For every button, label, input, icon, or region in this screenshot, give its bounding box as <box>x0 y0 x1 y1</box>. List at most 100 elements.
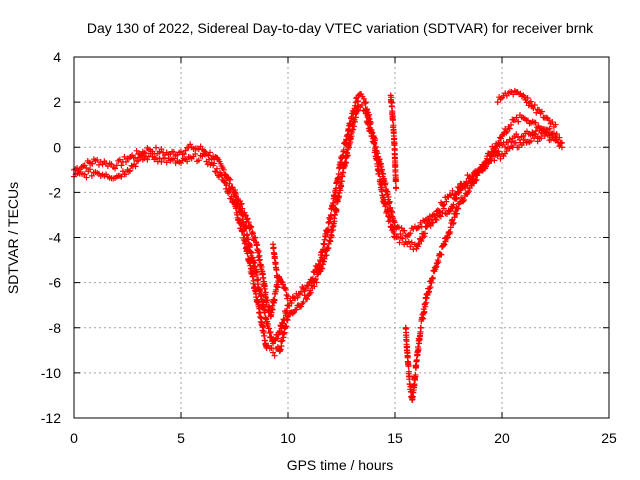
data-point-track-b <box>437 213 444 220</box>
data-point-track-g <box>270 244 277 251</box>
data-point-track-b <box>345 144 352 151</box>
data-point-track-b <box>455 190 462 197</box>
data-point-track-b <box>344 152 351 159</box>
data-point-track-b <box>239 228 246 235</box>
data-point-track-a <box>207 149 214 156</box>
data-point-track-c <box>548 130 555 137</box>
data-point-track-c <box>412 371 419 378</box>
y-tick-label: -12 <box>41 410 61 426</box>
data-point-track-b <box>405 238 412 245</box>
data-point-track-a <box>497 155 504 162</box>
data-point-track-a <box>255 276 262 283</box>
data-point-track-b <box>408 239 415 246</box>
data-point-track-a <box>118 162 125 169</box>
data-point-track-a <box>286 303 293 310</box>
data-point-track-b <box>328 232 335 239</box>
data-point-track-d <box>549 119 556 126</box>
data-point-track-b <box>516 136 523 143</box>
data-point-track-a <box>528 138 535 145</box>
data-point-track-b <box>304 295 311 302</box>
data-point-track-e <box>245 219 252 226</box>
data-point-track-a <box>360 95 367 102</box>
x-tick-label: 0 <box>70 430 78 446</box>
data-point-track-b <box>450 201 457 208</box>
data-point-track-b <box>312 275 319 282</box>
data-point-track-a <box>322 233 329 240</box>
data-point-track-b <box>202 151 209 158</box>
data-point-track-c <box>494 143 501 150</box>
data-point-track-c <box>545 129 552 136</box>
data-point-track-b <box>329 226 336 233</box>
data-point-track-a <box>197 143 204 150</box>
data-point-track-b <box>440 205 447 212</box>
data-point-track-a <box>355 97 362 104</box>
data-point-track-b <box>242 238 249 245</box>
data-point-track-b <box>364 114 371 121</box>
data-point-track-d <box>494 99 501 106</box>
data-point-track-b <box>184 158 191 165</box>
data-point-track-b <box>351 123 358 130</box>
data-point-track-c <box>465 188 472 195</box>
y-axis-title: SDTVAR / TECUs <box>5 182 21 294</box>
data-point-track-b <box>279 337 286 344</box>
data-point-track-b <box>421 233 428 240</box>
data-point-track-a <box>227 176 234 183</box>
data-point-track-b <box>319 265 326 272</box>
data-point-track-d <box>533 109 540 116</box>
data-point-track-b <box>331 218 338 225</box>
data-point-track-e <box>285 293 291 300</box>
data-points <box>71 87 565 403</box>
axis-ticks <box>73 56 610 419</box>
data-point-track-e <box>248 223 255 230</box>
data-point-track-e <box>261 282 268 289</box>
data-point-track-b <box>147 150 154 157</box>
data-point-track-c <box>423 299 430 306</box>
data-point-track-c <box>460 198 467 205</box>
data-point-track-e <box>249 230 256 237</box>
data-point-track-b <box>223 182 230 189</box>
data-point-track-a <box>382 180 389 187</box>
data-point-track-b <box>351 118 358 125</box>
data-point-track-b <box>213 168 220 175</box>
data-point-track-e <box>283 291 290 298</box>
data-point-track-b <box>508 138 515 145</box>
data-point-track-b <box>153 154 160 161</box>
data-point-track-c <box>411 382 418 389</box>
data-point-track-c <box>513 114 520 121</box>
data-point-track-f <box>393 184 400 191</box>
data-point-track-c <box>496 140 503 147</box>
data-point-track-a <box>420 217 427 224</box>
data-point-track-e <box>232 193 239 200</box>
data-point-track-c <box>451 214 458 221</box>
data-point-track-b <box>553 131 560 138</box>
data-point-track-e <box>244 215 251 222</box>
data-point-track-b <box>258 315 265 322</box>
data-point-track-a <box>515 144 522 151</box>
data-point-track-a <box>271 337 278 344</box>
data-point-track-a <box>299 284 306 291</box>
data-point-track-b <box>87 166 94 173</box>
data-point-track-b <box>427 222 434 229</box>
data-point-track-b <box>289 310 296 317</box>
data-point-track-b <box>365 118 372 125</box>
data-point-track-b <box>119 168 126 175</box>
data-point-track-a <box>362 99 369 106</box>
data-point-track-a <box>133 147 140 154</box>
data-point-track-e <box>232 189 239 196</box>
data-point-track-b <box>300 298 307 305</box>
data-point-track-a <box>285 302 291 309</box>
data-point-track-b <box>534 133 541 140</box>
data-point-track-e <box>255 248 262 255</box>
data-point-track-a <box>229 184 236 191</box>
data-point-track-b <box>421 230 428 237</box>
data-point-track-b <box>211 160 218 167</box>
y-tick-label: -6 <box>49 275 62 291</box>
data-point-track-b <box>456 189 463 196</box>
data-point-track-c <box>487 152 494 159</box>
data-point-track-e <box>238 200 245 207</box>
data-point-track-e <box>262 289 269 296</box>
data-point-track-c <box>427 284 434 291</box>
data-point-track-a <box>407 230 414 237</box>
data-point-track-d <box>552 121 559 128</box>
